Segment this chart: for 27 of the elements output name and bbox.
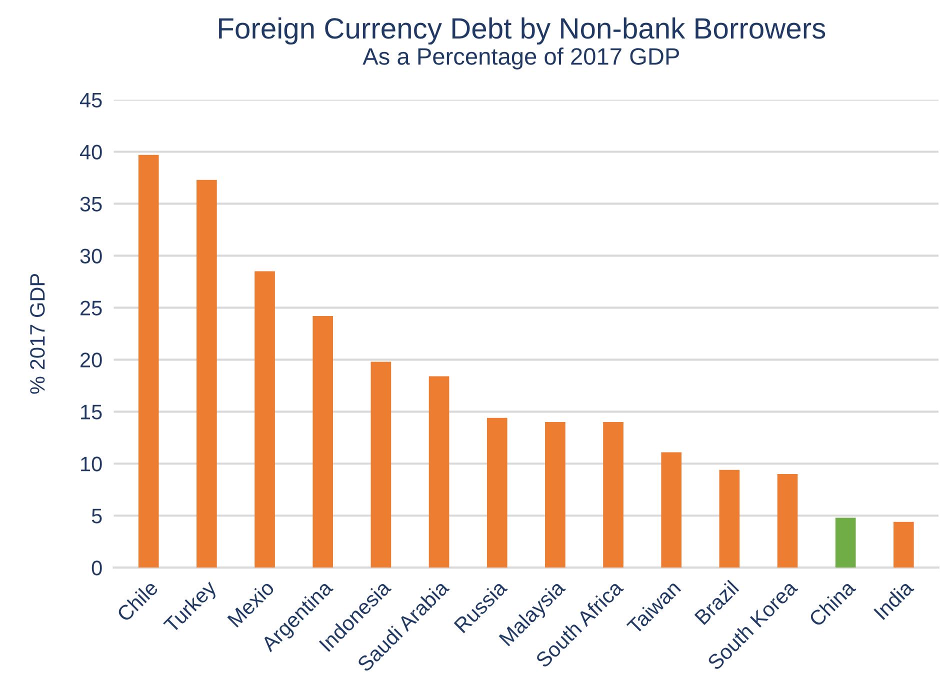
y-tick-label: 35	[80, 196, 102, 212]
bar	[486, 418, 508, 568]
bar	[196, 180, 217, 568]
y-tick-label: 5	[92, 508, 102, 524]
y-tick-label: 10	[81, 456, 102, 472]
y-tick-label: 25	[80, 300, 102, 316]
bar	[138, 154, 159, 568]
bar	[835, 518, 856, 568]
bar	[370, 362, 392, 568]
y-tick-label: 30	[80, 248, 102, 264]
bar	[661, 452, 682, 568]
bar	[254, 271, 275, 568]
bar	[777, 474, 798, 568]
bar	[428, 376, 450, 568]
chart-title: Foreign Currency Debt by Non-bank Borrowers	[219, 17, 826, 45]
bar	[312, 316, 334, 568]
y-tick-label: 15	[81, 404, 102, 420]
chart-subtitle: As a Percentage of 2017 GDP	[362, 48, 679, 70]
y-axis-title: % 2017 GDP	[30, 274, 45, 394]
y-tick-label: 40	[80, 144, 102, 160]
bar	[719, 470, 740, 568]
bar	[545, 422, 566, 568]
bar	[894, 522, 914, 568]
y-tick-label: 20	[80, 352, 102, 368]
bar	[603, 422, 624, 568]
y-tick-label: 45	[80, 92, 102, 108]
y-tick-label: 0	[92, 560, 102, 576]
